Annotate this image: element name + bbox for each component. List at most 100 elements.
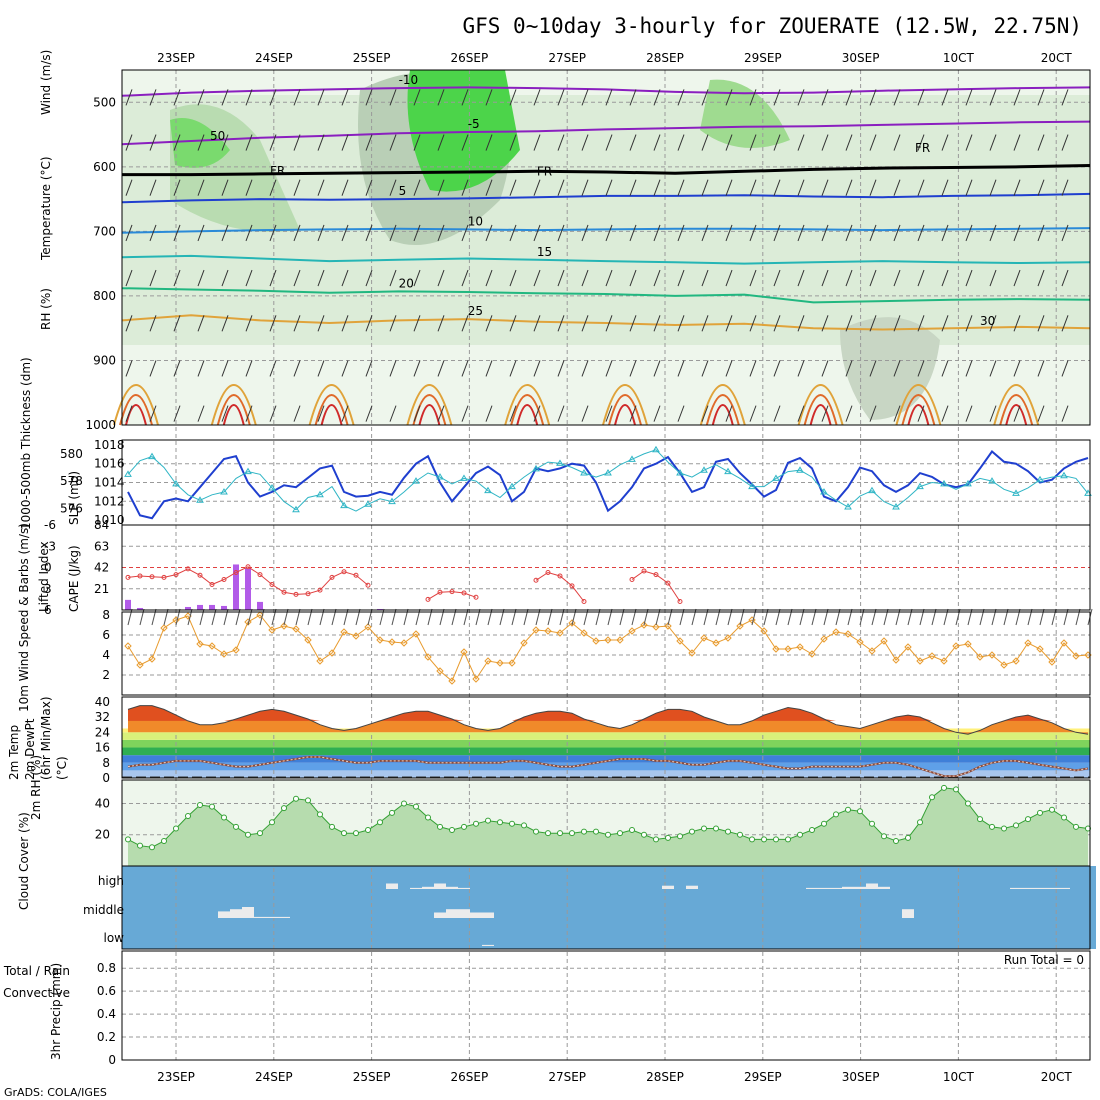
cloud-row-label: middle — [83, 903, 124, 917]
rh-area — [128, 787, 1088, 866]
thickness-point — [940, 479, 948, 487]
wind-point — [364, 623, 372, 631]
li-point — [173, 572, 179, 578]
wind-point — [460, 648, 468, 656]
wind-barb — [509, 134, 517, 151]
cloud-cell-middle — [278, 916, 290, 918]
wind-barb — [1075, 608, 1081, 626]
wind-barb — [437, 134, 445, 151]
contour-label: 15 — [537, 245, 552, 259]
contour-label: 25 — [468, 304, 483, 318]
rh-point — [413, 803, 419, 810]
wind-barb — [869, 360, 877, 377]
y-axis-label-part: (°C) — [55, 756, 69, 780]
wind-barb — [847, 608, 853, 626]
temperature-contour--10 — [121, 86, 1091, 97]
thickness-point — [868, 486, 876, 494]
surface-isotherm — [113, 384, 159, 426]
li-point — [473, 594, 479, 600]
thickness-point — [364, 500, 372, 507]
wind-barb — [341, 405, 349, 422]
li-point — [317, 587, 323, 593]
wind-barb — [125, 269, 133, 287]
wind-point — [412, 630, 420, 638]
wind-barb — [1013, 405, 1021, 422]
surface-isotherm — [895, 384, 942, 426]
wind-barb — [811, 608, 817, 626]
wind-barb — [509, 224, 517, 242]
rh-point — [809, 827, 815, 834]
wind-barb — [365, 315, 373, 332]
wind-barb — [773, 405, 781, 422]
wind-barb — [485, 405, 493, 422]
wind-barb — [319, 608, 325, 626]
wind-barb — [293, 269, 301, 287]
rh-point — [785, 836, 791, 843]
wind-barb — [749, 315, 757, 332]
wind-point — [268, 626, 276, 634]
wind-barb — [221, 405, 229, 422]
wind-barb — [677, 134, 685, 151]
wind-barb — [653, 89, 661, 106]
y-tick-precip: 0 — [108, 1053, 116, 1067]
cloud-cell-high — [662, 885, 674, 889]
wind-barb — [835, 608, 841, 626]
y-tick-li: 0 — [44, 561, 52, 575]
wind-barb — [655, 608, 661, 626]
y-tick-li: 6 — [44, 603, 52, 617]
wind-barb — [749, 224, 757, 242]
cloud-cell-high — [1022, 887, 1034, 889]
y-axis-label-part: 2m Temp — [7, 725, 21, 780]
rh-point — [881, 833, 887, 840]
rh-point — [941, 784, 947, 791]
li-point — [641, 568, 647, 574]
wind-barb — [341, 269, 349, 287]
wind-barb — [269, 405, 277, 422]
y-tick-thickness: 580 — [60, 447, 83, 461]
wind-barb — [413, 134, 421, 151]
wind-barb — [173, 224, 181, 242]
precip-legend-convective: Convective — [3, 986, 70, 1000]
wind-barb — [701, 269, 709, 287]
wind-barb — [415, 608, 421, 626]
wind-barb — [773, 89, 781, 106]
thickness-point — [700, 466, 708, 473]
rh-point — [161, 837, 167, 844]
rh-point — [1073, 823, 1079, 830]
wind-barb — [703, 608, 709, 626]
wind-barb — [1061, 315, 1069, 332]
y-tick-slp: 1018 — [94, 438, 125, 452]
temperature-area-hot — [128, 705, 1088, 721]
wind-barb — [643, 608, 649, 626]
cloud-cell-high — [446, 886, 458, 889]
wind-barb — [221, 134, 229, 151]
contour-label: FR — [537, 164, 552, 178]
temperature-contour-10 — [121, 227, 1091, 234]
wind-barb — [773, 134, 781, 151]
wind-point — [376, 636, 384, 644]
x-tick-top: 27SEP — [548, 51, 586, 65]
wind-barb — [557, 134, 565, 151]
wind-barb — [629, 224, 637, 242]
wind-point — [676, 637, 684, 645]
wind-barb — [485, 360, 493, 377]
y-tick-li: 3 — [44, 582, 52, 596]
rh-point — [965, 800, 971, 807]
y-axis-label-part: RH (%) — [39, 288, 53, 330]
cape-bar — [245, 568, 251, 610]
wind-barb — [317, 405, 325, 422]
wind-speed-series — [127, 614, 1089, 682]
wind-point — [976, 653, 984, 661]
rh-point — [641, 831, 647, 838]
rh-point — [329, 823, 335, 830]
thickness-point — [220, 488, 228, 495]
wind-barb — [1013, 89, 1021, 106]
wind-barb — [149, 134, 157, 151]
li-point — [221, 577, 227, 583]
surface-isotherm — [125, 404, 147, 426]
wind-barb — [379, 608, 385, 626]
x-tick-top: 20CT — [1041, 51, 1073, 65]
wind-point — [1012, 657, 1020, 665]
wind-barb — [869, 405, 877, 422]
wind-barb — [869, 89, 877, 106]
